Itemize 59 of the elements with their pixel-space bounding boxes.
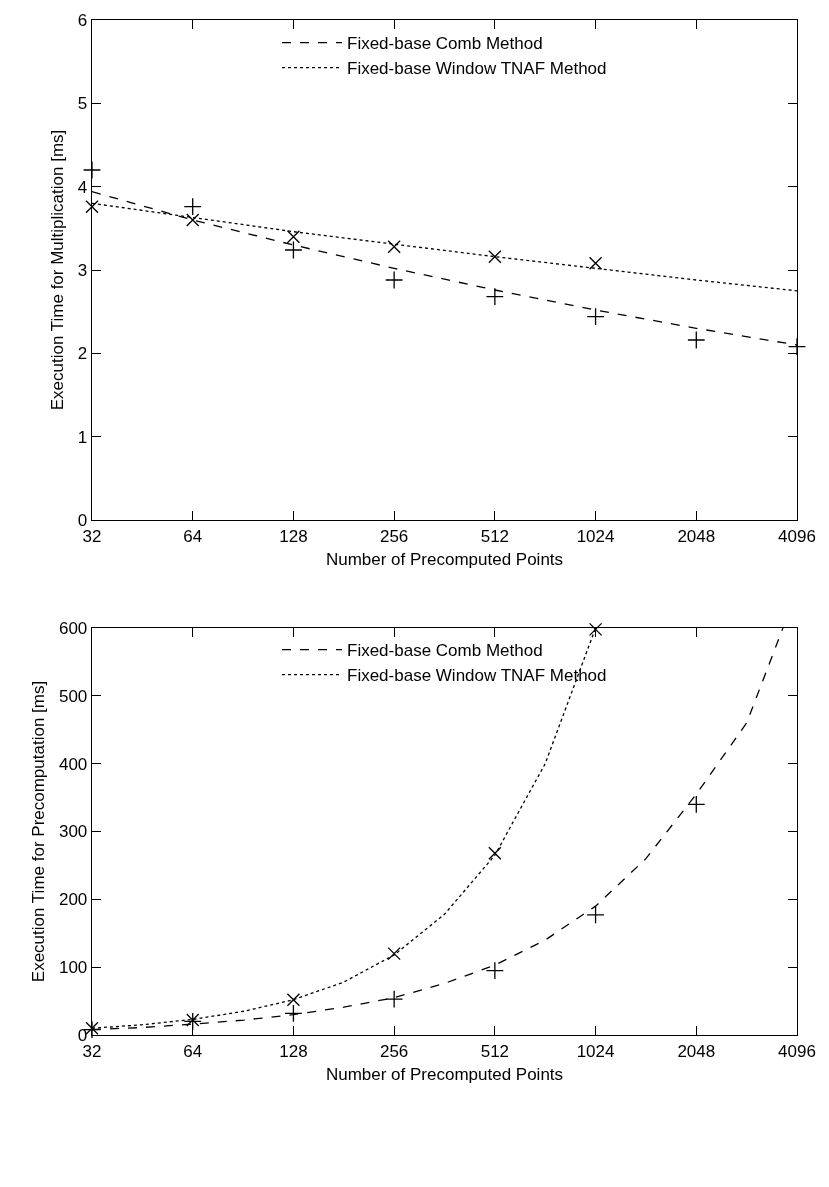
y-tick-label: 4 xyxy=(77,177,88,197)
x-axis-title: Number of Precomputed Points xyxy=(325,1064,564,1084)
point xyxy=(586,307,605,326)
legend-label: Fixed-base Comb Method xyxy=(347,34,543,54)
x-tick-label: 1024 xyxy=(576,526,615,546)
point xyxy=(687,330,706,350)
point xyxy=(85,200,99,214)
x-tick-label: 256 xyxy=(379,1041,409,1061)
point xyxy=(186,213,200,227)
point xyxy=(385,270,404,290)
y-tick-label: 100 xyxy=(58,958,88,978)
point xyxy=(588,256,603,270)
legend-label: Fixed-base Window TNAF Method xyxy=(347,666,607,686)
y-tick-label: 400 xyxy=(58,754,88,774)
point xyxy=(286,230,301,244)
x-tick-label: 128 xyxy=(279,526,308,546)
y-axis-title: Execution Time for Precomputation [ms] xyxy=(28,680,48,983)
x-axis-title: Number of Precomputed Points xyxy=(325,549,564,569)
x-tick-label: 2048 xyxy=(677,1041,716,1061)
y-tick-label: 3 xyxy=(77,260,88,280)
x-tick-label: 512 xyxy=(480,526,510,546)
y-tick-label: 300 xyxy=(58,822,88,842)
x-tick-label: 128 xyxy=(279,1041,308,1061)
x-tick-label: 4096 xyxy=(778,1041,816,1061)
point xyxy=(588,622,603,637)
x-tick-label: 256 xyxy=(379,526,409,546)
point xyxy=(186,1013,200,1027)
x-tick-label: 64 xyxy=(183,1041,203,1061)
point xyxy=(286,993,301,1007)
point xyxy=(485,961,504,980)
y-tick-label: 6 xyxy=(77,10,88,30)
x-tick-label: 64 xyxy=(183,526,203,546)
point xyxy=(82,160,102,180)
y-tick-label: 200 xyxy=(58,890,88,910)
y-tick-label: 600 xyxy=(58,618,88,638)
y-axis-title: Execution Time for Multiplication [ms] xyxy=(47,129,67,411)
x-tick-label: 4096 xyxy=(778,526,816,546)
point xyxy=(385,990,404,1009)
point xyxy=(183,197,202,216)
point xyxy=(284,1004,303,1023)
point xyxy=(387,240,401,254)
y-tick-label: 2 xyxy=(77,344,88,364)
point xyxy=(387,946,401,961)
legend-label: Fixed-base Window TNAF Method xyxy=(347,59,607,79)
point xyxy=(85,1021,99,1035)
point xyxy=(284,240,303,260)
point xyxy=(485,287,504,306)
y-tick-label: 500 xyxy=(58,686,88,706)
point xyxy=(787,337,807,356)
point xyxy=(687,795,706,814)
point xyxy=(488,250,502,264)
point xyxy=(586,905,605,924)
y-tick-label: 5 xyxy=(77,94,88,114)
x-tick-label: 1024 xyxy=(576,1041,615,1061)
y-tick-label: 1 xyxy=(77,427,88,447)
x-tick-label: 512 xyxy=(480,1041,510,1061)
x-tick-label: 2048 xyxy=(677,526,716,546)
legend-label: Fixed-base Comb Method xyxy=(347,641,543,661)
point xyxy=(488,846,502,860)
